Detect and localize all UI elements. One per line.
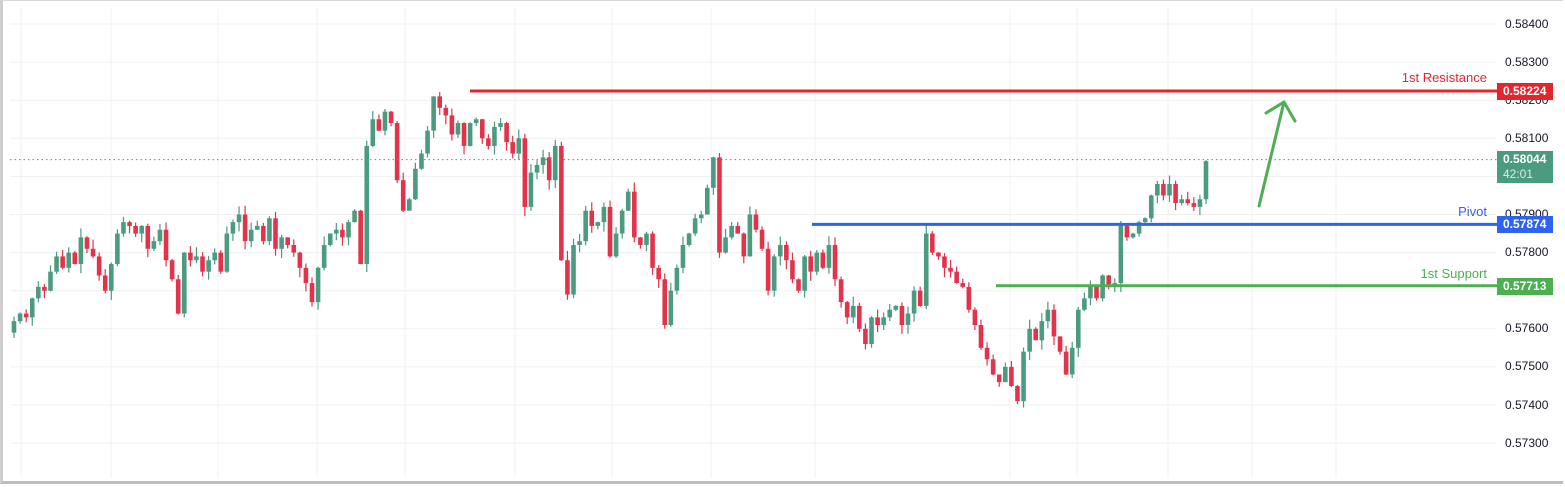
- candles: [11, 92, 1209, 408]
- price-axis-label: 0.57500: [1505, 359, 1549, 373]
- resistance-price-tag: 0.58224: [1497, 83, 1553, 100]
- price-axis-label: 0.58300: [1505, 55, 1549, 69]
- current-price-tag: 0.58044 42:01: [1497, 151, 1553, 183]
- support-price-tag: 0.57713: [1497, 278, 1553, 295]
- price-axis-label: 0.58100: [1505, 131, 1549, 145]
- price-axis-label: 0.58400: [1505, 17, 1549, 31]
- current-price-value: 0.58044: [1503, 152, 1547, 166]
- price-axis-label: 0.57600: [1505, 321, 1549, 335]
- pivot-price-tag: 0.57874: [1497, 216, 1553, 233]
- price-axis-label: 0.57400: [1505, 398, 1549, 412]
- price-axis-label: 0.57800: [1505, 245, 1549, 259]
- grid-lines: [10, 8, 1497, 478]
- price-axis-label: 0.57300: [1505, 436, 1549, 450]
- countdown-timer: 42:01: [1503, 167, 1534, 181]
- resistance-label: 1st Resistance: [1401, 70, 1487, 85]
- up-arrow-icon[interactable]: [1257, 100, 1297, 208]
- pivot-label: Pivot: [1458, 204, 1487, 219]
- support-label: 1st Support: [1420, 266, 1488, 281]
